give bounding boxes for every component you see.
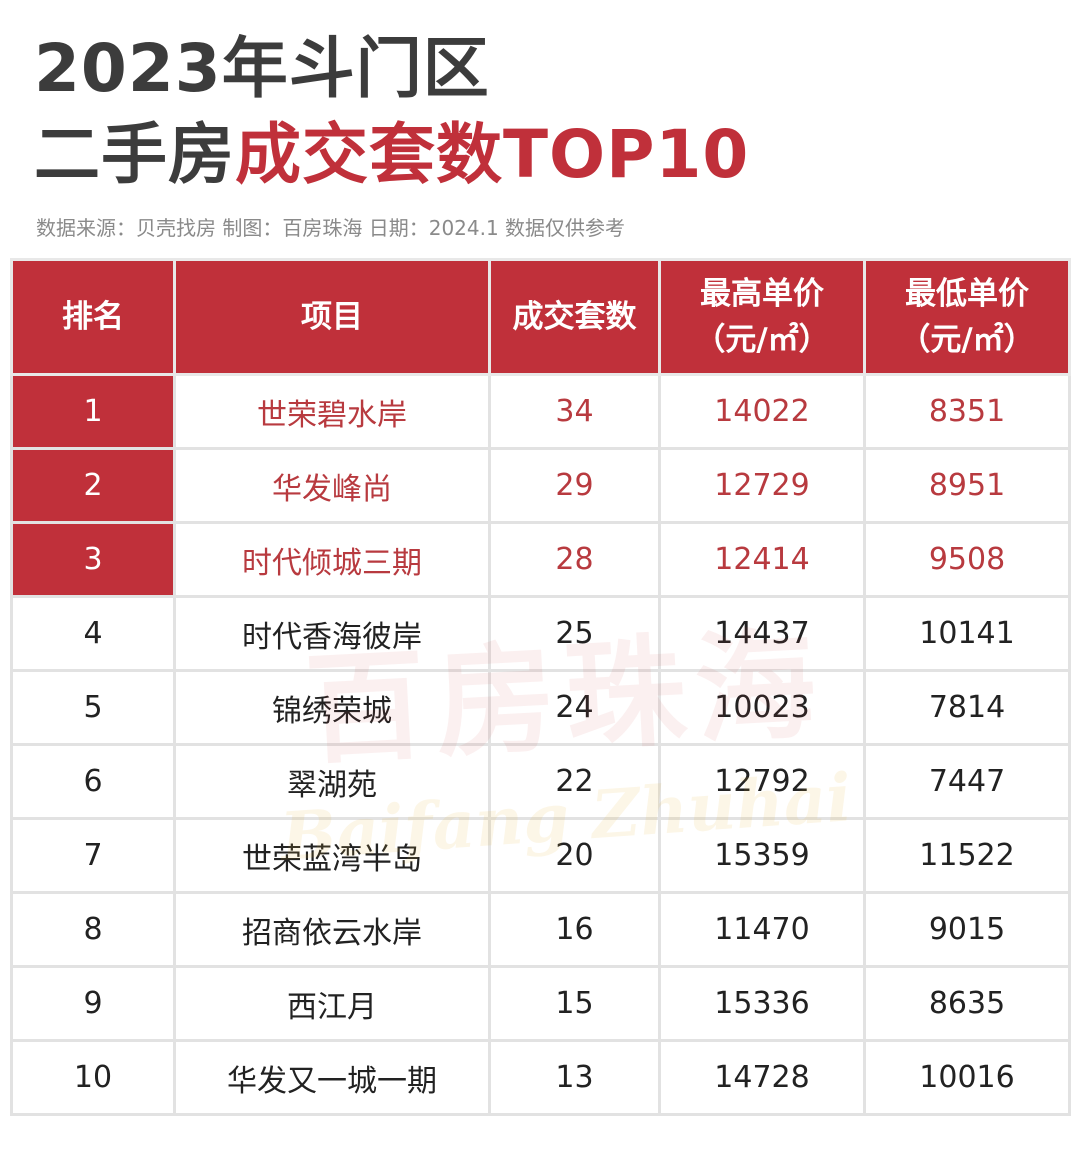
- min-price-cell: 10141: [863, 595, 1071, 672]
- title-prefix: 二手房: [34, 116, 235, 193]
- deals-cell: 16: [488, 891, 661, 968]
- min-price-cell: 11522: [863, 817, 1071, 894]
- table-row: 10 华发又一城一期 13 14728 10016: [10, 1039, 1071, 1116]
- project-cell: 华发峰尚: [173, 447, 491, 524]
- project-cell: 世荣蓝湾半岛: [173, 817, 491, 894]
- header-min-price: 最低单价 （元/㎡）: [863, 258, 1071, 376]
- project-cell: 翠湖苑: [173, 743, 491, 820]
- rank-cell: 1: [10, 373, 176, 450]
- deals-cell: 22: [488, 743, 661, 820]
- table-header-row: 排名 项目 成交套数 最高单价 （元/㎡） 最低单价 （元/㎡）: [10, 258, 1071, 376]
- header-rank-label: 排名: [62, 298, 124, 335]
- deals-cell: 20: [488, 817, 661, 894]
- deals-cell: 15: [488, 965, 661, 1042]
- rank-cell: 10: [10, 1039, 176, 1116]
- header-min-price-unit: （元/㎡）: [899, 322, 1035, 358]
- deals-cell: 25: [488, 595, 661, 672]
- page-title-line-1: 2023年斗门区: [34, 30, 490, 107]
- max-price-cell: 12792: [658, 743, 866, 820]
- table-row: 6 翠湖苑 22 12792 7447: [10, 743, 1071, 820]
- project-cell: 世荣碧水岸: [173, 373, 491, 450]
- min-price-cell: 8351: [863, 373, 1071, 450]
- header-project: 项目: [173, 258, 491, 376]
- project-cell: 西江月: [173, 965, 491, 1042]
- max-price-cell: 15359: [658, 817, 866, 894]
- max-price-cell: 14728: [658, 1039, 866, 1116]
- max-price-cell: 14022: [658, 373, 866, 450]
- table-row: 1 世荣碧水岸 34 14022 8351: [10, 373, 1071, 450]
- project-cell: 锦绣荣城: [173, 669, 491, 746]
- rank-cell: 3: [10, 521, 176, 598]
- header-max-price-unit: （元/㎡）: [694, 322, 830, 358]
- header-deals: 成交套数: [488, 258, 661, 376]
- project-cell: 时代香海彼岸: [173, 595, 491, 672]
- rank-cell: 6: [10, 743, 176, 820]
- max-price-cell: 10023: [658, 669, 866, 746]
- source-caption: 数据来源：贝壳找房 制图：百房珠海 日期：2024.1 数据仅供参考: [36, 216, 626, 240]
- rank-cell: 4: [10, 595, 176, 672]
- min-price-cell: 9015: [863, 891, 1071, 968]
- table-row: 9 西江月 15 15336 8635: [10, 965, 1071, 1042]
- rank-cell: 5: [10, 669, 176, 746]
- min-price-cell: 7447: [863, 743, 1071, 820]
- rank-cell: 2: [10, 447, 176, 524]
- project-cell: 时代倾城三期: [173, 521, 491, 598]
- max-price-cell: 15336: [658, 965, 866, 1042]
- project-cell: 招商依云水岸: [173, 891, 491, 968]
- min-price-cell: 10016: [863, 1039, 1071, 1116]
- project-cell: 华发又一城一期: [173, 1039, 491, 1116]
- min-price-cell: 9508: [863, 521, 1071, 598]
- page-title-line-2: 二手房成交套数TOP10: [34, 122, 749, 188]
- header-max-price-label: 最高单价: [700, 275, 824, 312]
- table-row: 3 时代倾城三期 28 12414 9508: [10, 521, 1071, 598]
- header-deals-label: 成交套数: [512, 298, 637, 335]
- deals-cell: 13: [488, 1039, 661, 1116]
- min-price-cell: 7814: [863, 669, 1071, 746]
- table-row: 8 招商依云水岸 16 11470 9015: [10, 891, 1071, 968]
- deals-cell: 34: [488, 373, 661, 450]
- deals-cell: 28: [488, 521, 661, 598]
- max-price-cell: 12414: [658, 521, 866, 598]
- table-row: 2 华发峰尚 29 12729 8951: [10, 447, 1071, 524]
- header-rank: 排名: [10, 258, 176, 376]
- max-price-cell: 14437: [658, 595, 866, 672]
- deals-cell: 24: [488, 669, 661, 746]
- deals-cell: 29: [488, 447, 661, 524]
- table-row: 4 时代香海彼岸 25 14437 10141: [10, 595, 1071, 672]
- header-max-price: 最高单价 （元/㎡）: [658, 258, 866, 376]
- table-row: 5 锦绣荣城 24 10023 7814: [10, 669, 1071, 746]
- max-price-cell: 12729: [658, 447, 866, 524]
- min-price-cell: 8951: [863, 447, 1071, 524]
- ranking-table: 排名 项目 成交套数 最高单价 （元/㎡） 最低单价 （元/㎡） 1 世荣碧水岸 3…: [10, 258, 1071, 1116]
- header-project-label: 项目: [301, 298, 363, 335]
- min-price-cell: 8635: [863, 965, 1071, 1042]
- rank-cell: 7: [10, 817, 176, 894]
- rank-cell: 9: [10, 965, 176, 1042]
- rank-cell: 8: [10, 891, 176, 968]
- header-min-price-label: 最低单价: [905, 275, 1029, 312]
- table-row: 7 世荣蓝湾半岛 20 15359 11522: [10, 817, 1071, 894]
- title-accent: 成交套数TOP10: [235, 116, 750, 193]
- max-price-cell: 11470: [658, 891, 866, 968]
